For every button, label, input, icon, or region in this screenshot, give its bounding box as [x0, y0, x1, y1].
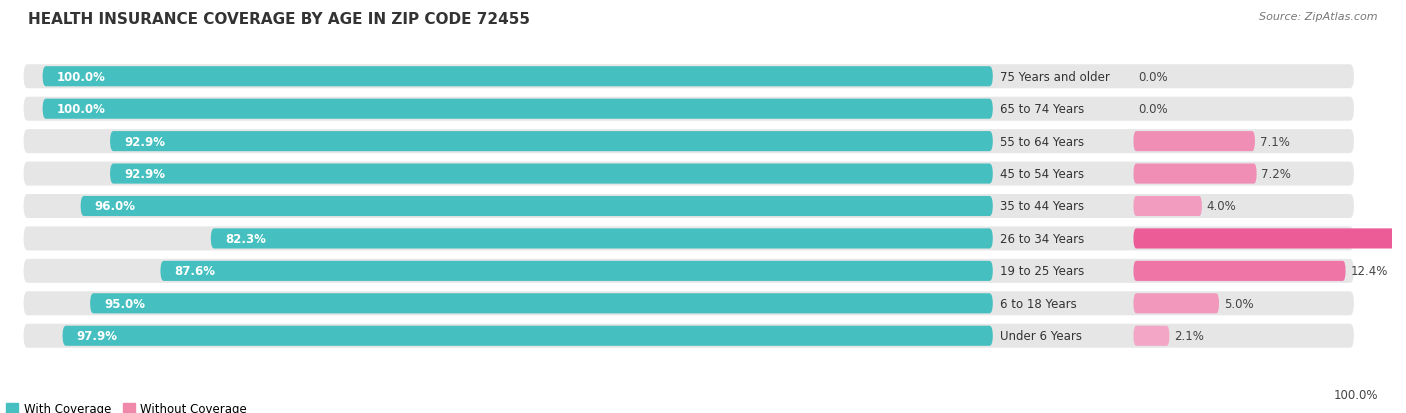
FancyBboxPatch shape	[24, 227, 1354, 251]
Text: 75 Years and older: 75 Years and older	[1001, 71, 1111, 83]
FancyBboxPatch shape	[24, 130, 1354, 154]
Text: HEALTH INSURANCE COVERAGE BY AGE IN ZIP CODE 72455: HEALTH INSURANCE COVERAGE BY AGE IN ZIP …	[28, 12, 530, 27]
FancyBboxPatch shape	[24, 97, 1354, 121]
Text: 92.9%: 92.9%	[124, 168, 166, 180]
FancyBboxPatch shape	[42, 67, 993, 87]
Text: 12.4%: 12.4%	[1350, 265, 1388, 278]
FancyBboxPatch shape	[1133, 132, 1256, 152]
FancyBboxPatch shape	[24, 65, 1354, 89]
Text: 0.0%: 0.0%	[1139, 71, 1168, 83]
FancyBboxPatch shape	[1133, 294, 1219, 313]
FancyBboxPatch shape	[160, 261, 993, 281]
Text: 100.0%: 100.0%	[56, 71, 105, 83]
Text: 19 to 25 Years: 19 to 25 Years	[1001, 265, 1084, 278]
FancyBboxPatch shape	[1133, 197, 1202, 216]
Text: 35 to 44 Years: 35 to 44 Years	[1001, 200, 1084, 213]
Text: 7.2%: 7.2%	[1261, 168, 1291, 180]
Text: 5.0%: 5.0%	[1223, 297, 1253, 310]
FancyBboxPatch shape	[110, 132, 993, 152]
Text: 6 to 18 Years: 6 to 18 Years	[1001, 297, 1077, 310]
Text: 2.1%: 2.1%	[1174, 330, 1204, 342]
Text: 82.3%: 82.3%	[225, 233, 266, 245]
Text: 4.0%: 4.0%	[1206, 200, 1236, 213]
Text: 92.9%: 92.9%	[124, 135, 166, 148]
FancyBboxPatch shape	[1133, 229, 1406, 249]
FancyBboxPatch shape	[1133, 326, 1170, 346]
FancyBboxPatch shape	[24, 324, 1354, 348]
FancyBboxPatch shape	[24, 162, 1354, 186]
FancyBboxPatch shape	[1133, 261, 1346, 281]
Text: 26 to 34 Years: 26 to 34 Years	[1001, 233, 1084, 245]
Text: 0.0%: 0.0%	[1139, 103, 1168, 116]
Text: Under 6 Years: Under 6 Years	[1001, 330, 1083, 342]
Text: 45 to 54 Years: 45 to 54 Years	[1001, 168, 1084, 180]
Text: 97.9%: 97.9%	[77, 330, 118, 342]
Text: 65 to 74 Years: 65 to 74 Years	[1001, 103, 1084, 116]
FancyBboxPatch shape	[80, 197, 993, 216]
FancyBboxPatch shape	[42, 100, 993, 119]
FancyBboxPatch shape	[24, 259, 1354, 283]
Text: 100.0%: 100.0%	[56, 103, 105, 116]
Text: 100.0%: 100.0%	[1333, 388, 1378, 401]
Text: 95.0%: 95.0%	[104, 297, 145, 310]
FancyBboxPatch shape	[24, 195, 1354, 218]
FancyBboxPatch shape	[90, 294, 993, 313]
Text: 96.0%: 96.0%	[94, 200, 136, 213]
Text: 7.1%: 7.1%	[1260, 135, 1289, 148]
Text: 87.6%: 87.6%	[174, 265, 215, 278]
Text: Source: ZipAtlas.com: Source: ZipAtlas.com	[1260, 12, 1378, 22]
FancyBboxPatch shape	[1133, 164, 1257, 184]
Legend: With Coverage, Without Coverage: With Coverage, Without Coverage	[6, 402, 247, 413]
FancyBboxPatch shape	[62, 326, 993, 346]
FancyBboxPatch shape	[110, 164, 993, 184]
FancyBboxPatch shape	[24, 292, 1354, 316]
FancyBboxPatch shape	[211, 229, 993, 249]
Text: 55 to 64 Years: 55 to 64 Years	[1001, 135, 1084, 148]
